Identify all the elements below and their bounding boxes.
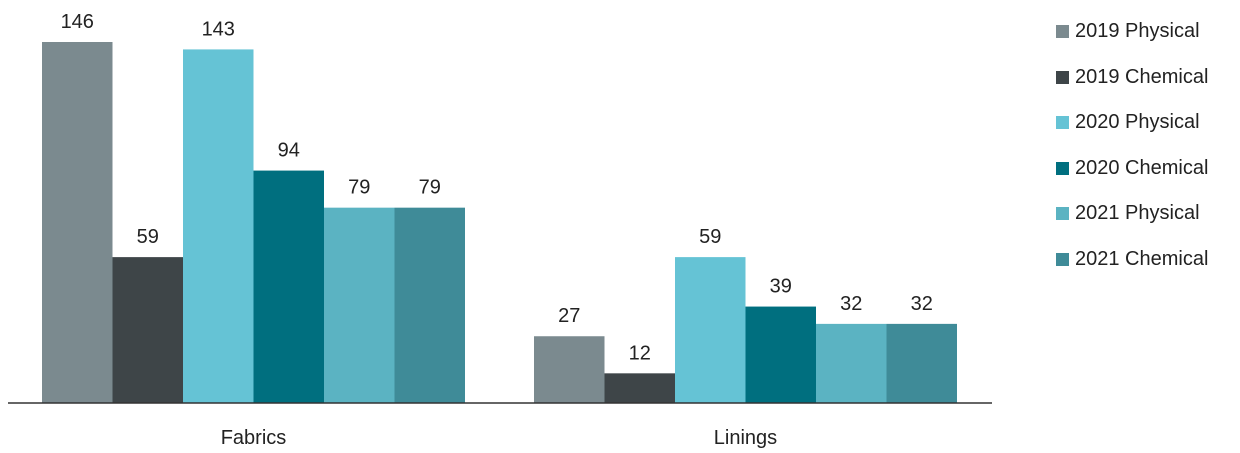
legend-item: 2019 Physical [1056,9,1240,55]
value-label: 32 [911,293,933,315]
value-label: 146 [61,11,94,33]
legend-item: 2020 Chemical [1056,146,1240,192]
bar-linings-2019-physical [534,336,605,403]
bar-fabrics-2019-chemical [112,257,183,403]
legend-item: 2020 Physical [1056,100,1240,146]
legend: 2019 Physical 2019 Chemical 2020 Physical 2… [1056,9,1240,282]
value-label: 12 [629,342,651,364]
legend-label: 2019 Chemical [1075,65,1209,88]
bar-chart: 146 59 143 94 79 79 27 12 59 39 32 32 Fabrics Lining… [8,11,992,449]
category-label-fabrics: Fabrics [221,427,287,449]
value-label: 39 [770,276,792,298]
value-label: 143 [202,18,235,40]
bar-fabrics-2021-physical [324,207,395,403]
value-label: 59 [699,226,721,248]
bar-fabrics-2020-chemical [253,170,324,403]
legend-swatch [1056,207,1069,221]
legend-swatch [1056,161,1069,175]
value-label: 59 [137,226,159,248]
legend-swatch [1056,252,1069,266]
bar-fabrics-2019-physical [42,42,113,403]
bar-fabrics-2020-physical [183,49,254,403]
bar-linings-2019-chemical [604,373,675,403]
legend-label: 2019 Physical [1075,20,1200,43]
legend-label: 2020 Physical [1075,111,1200,134]
bar-fabrics-2021-chemical [394,207,465,403]
bar-linings-2021-chemical [886,323,957,403]
bars-group [42,42,957,403]
category-label-linings: Linings [714,427,777,449]
value-label: 79 [348,177,370,199]
legend-swatch [1056,116,1069,130]
value-label: 79 [419,177,441,199]
legend-swatch [1056,25,1069,39]
legend-label: 2021 Chemical [1075,247,1209,270]
bar-linings-2021-physical [816,323,887,403]
value-label: 94 [278,140,300,162]
legend-swatch [1056,70,1069,84]
bar-linings-2020-chemical [745,306,816,403]
legend-item: 2019 Chemical [1056,55,1240,101]
legend-item: 2021 Physical [1056,191,1240,237]
category-labels-group: Fabrics Linings [221,427,777,449]
value-labels-group: 146 59 143 94 79 79 27 12 59 39 32 32 [61,11,933,364]
legend-label: 2021 Physical [1075,202,1200,225]
bar-linings-2020-physical [675,257,746,403]
legend-item: 2021 Chemical [1056,237,1240,283]
value-label: 32 [840,293,862,315]
value-label: 27 [558,305,580,327]
legend-label: 2020 Chemical [1075,156,1209,179]
